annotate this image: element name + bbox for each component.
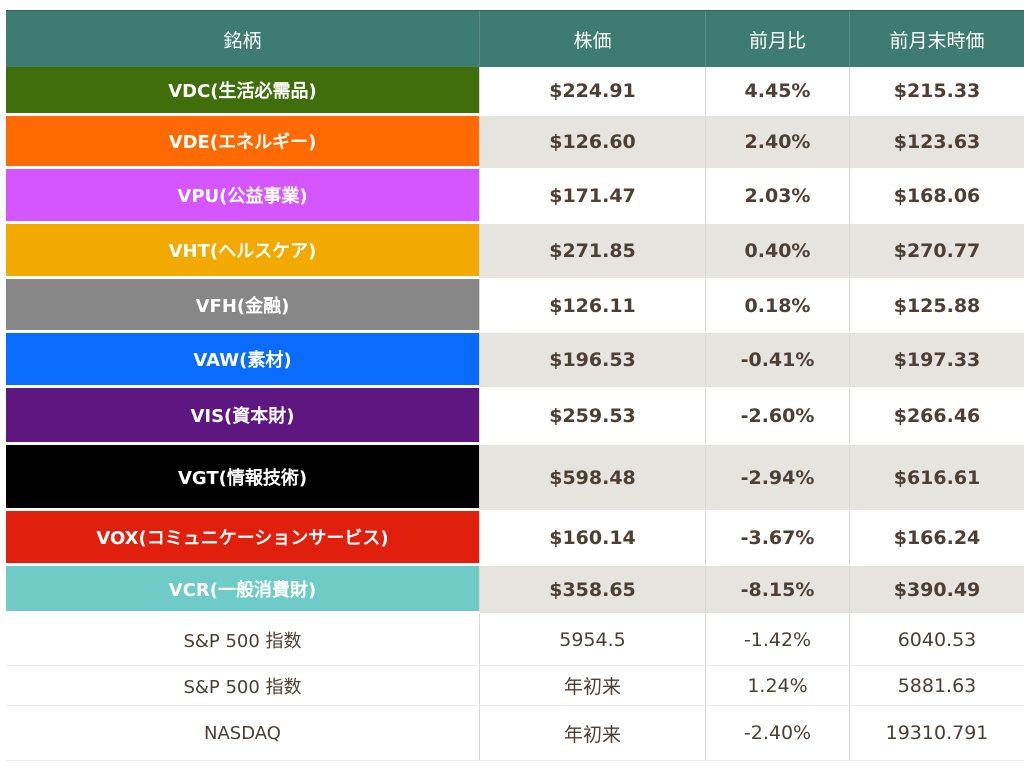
price-cell: $358.65: [480, 566, 706, 613]
header-name: 銘柄: [6, 11, 480, 68]
price-cell: 5954.5: [480, 614, 706, 665]
ticker-cell: S&P 500 指数: [6, 666, 480, 705]
price-cell: $160.14: [480, 511, 706, 565]
ticker-cell: S&P 500 指数: [6, 614, 480, 665]
table-row: VOX(コミュニケーションサービス) $160.14 -3.67% $166.24: [6, 511, 1024, 565]
change-cell: -2.94%: [706, 445, 850, 510]
table-row: S&P 500 指数 5954.5 -1.42% 6040.53: [6, 614, 1024, 666]
price-cell: $259.53: [480, 388, 706, 444]
ticker-cell: VGT(情報技術): [6, 445, 480, 510]
price-cell: $196.53: [480, 333, 706, 387]
ticker-cell: VCR(一般消費財): [6, 566, 480, 613]
prev-value-cell: $197.33: [893, 349, 981, 371]
prev-value-cell: $270.77: [893, 240, 981, 262]
change-cell: -2.40%: [706, 706, 850, 760]
prev-value-cell: $168.06: [893, 185, 981, 207]
price-cell: $598.48: [480, 445, 706, 510]
change-cell: -2.60%: [706, 388, 850, 444]
table-header-row: 銘柄 株価 前月比 前月末時価: [6, 10, 1024, 68]
prev-value-cell: $215.33: [893, 80, 981, 102]
ticker-cell: VDE(エネルギー): [6, 116, 480, 168]
table-row: NASDAQ 年初来 -2.40% 19310.791: [6, 706, 1024, 761]
table-row: VIS(資本財) $259.53 -2.60% $266.46: [6, 388, 1024, 444]
table-row: VAW(素材) $196.53 -0.41% $197.33: [6, 333, 1024, 387]
table-row: VGT(情報技術) $598.48 -2.94% $616.61: [6, 445, 1024, 510]
ticker-cell: VIS(資本財): [6, 388, 480, 444]
change-cell: -1.42%: [706, 614, 850, 665]
change-cell: -3.67%: [706, 511, 850, 565]
table-row: VHT(ヘルスケア) $271.85 0.40% $270.77: [6, 224, 1024, 278]
price-cell: 年初来: [480, 666, 706, 705]
price-cell: $271.85: [480, 224, 706, 278]
change-cell: 0.40%: [706, 224, 850, 278]
ticker-cell: VDC(生活必需品): [6, 67, 480, 115]
prev-value-cell: $125.88: [893, 294, 981, 317]
ticker-cell: VOX(コミュニケーションサービス): [6, 511, 480, 565]
ticker-cell: VAW(素材): [6, 333, 480, 387]
change-cell: 0.18%: [706, 279, 850, 332]
table-row: VDE(エネルギー) $126.60 2.40% $123.63: [6, 116, 1024, 168]
price-cell: $126.11: [480, 279, 706, 332]
header-price: 株価: [480, 11, 706, 68]
ticker-cell: NASDAQ: [6, 706, 480, 760]
prev-value-cell: $123.63: [893, 131, 981, 153]
change-cell: 2.40%: [706, 116, 850, 168]
change-cell: -8.15%: [706, 566, 850, 613]
change-cell: 2.03%: [706, 169, 850, 223]
table-row: VDC(生活必需品) $224.91 4.45% $215.33: [6, 67, 1024, 115]
change-cell: 1.24%: [706, 666, 850, 705]
table-row: VCR(一般消費財) $358.65 -8.15% $390.49: [6, 566, 1024, 613]
change-cell: -0.41%: [706, 333, 850, 387]
prev-value-cell: $266.46: [893, 405, 981, 427]
table-row: VFH(金融) $126.11 0.18% $125.88: [6, 279, 1024, 332]
prev-value-cell: $616.61: [893, 466, 981, 489]
table-row: S&P 500 指数 年初来 1.24% 5881.63: [6, 666, 1024, 706]
prev-value-cell: 6040.53: [897, 628, 977, 651]
price-cell: $171.47: [480, 169, 706, 223]
prev-value-cell: $166.24: [893, 527, 981, 549]
ticker-cell: VHT(ヘルスケア): [6, 224, 480, 278]
header-change: 前月比: [706, 11, 850, 68]
ticker-cell: VFH(金融): [6, 279, 480, 332]
price-cell: 年初来: [480, 706, 706, 760]
header-prev-value: 前月末時価: [889, 30, 985, 52]
table-row: VPU(公益事業) $171.47 2.03% $168.06: [6, 169, 1024, 223]
price-cell: $224.91: [480, 67, 706, 115]
price-cell: $126.60: [480, 116, 706, 168]
prev-value-cell: 5881.63: [897, 674, 977, 697]
change-cell: 4.45%: [706, 67, 850, 115]
prev-value-cell: 19310.791: [885, 722, 989, 744]
prev-value-cell: $390.49: [893, 578, 981, 601]
ticker-cell: VPU(公益事業): [6, 169, 480, 223]
